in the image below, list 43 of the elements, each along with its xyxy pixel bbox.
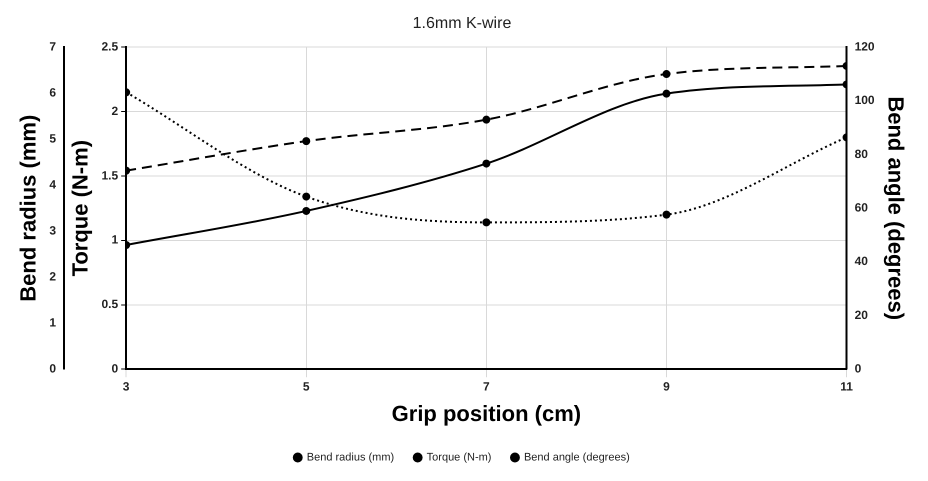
y3-axis-title: Bend radius (mm) <box>15 114 40 302</box>
y2-tick-label: 40 <box>854 254 868 268</box>
x-tick-label: 9 <box>663 380 670 394</box>
y-tick-label: 1 <box>111 232 118 247</box>
point <box>662 70 670 78</box>
y2-axis-title: Bend angle (degrees) <box>884 96 909 320</box>
y2-tick-label: 120 <box>854 40 875 54</box>
legend-label: Bend radius (mm) <box>306 452 394 464</box>
y2-tick-label: 60 <box>854 200 868 215</box>
y3-tick-label: 0 <box>49 362 56 376</box>
point <box>302 192 310 201</box>
point <box>482 116 490 124</box>
y-tick-label: 0.5 <box>101 297 118 312</box>
y3-tick-label: 1 <box>49 316 56 330</box>
y-tick-label: 2 <box>111 104 118 118</box>
y3-tick-label: 6 <box>49 86 56 100</box>
y2-tick-label: 0 <box>854 362 862 376</box>
point <box>482 160 490 168</box>
legend-label: Torque (N-m) <box>426 452 492 464</box>
point <box>662 90 670 98</box>
y3-tick-label: 5 <box>49 132 56 146</box>
y3-tick-label: 3 <box>49 224 56 238</box>
y-tick-label: 0 <box>111 362 118 376</box>
x-axis-title: Grip position (cm) <box>392 400 582 426</box>
y-axis-title: Torque (N-m) <box>67 140 92 276</box>
y3-tick-label: 7 <box>49 40 56 54</box>
point <box>302 137 310 146</box>
point <box>662 210 670 219</box>
y2-tick-label: 20 <box>854 308 868 322</box>
y-tick-label: 2.5 <box>101 40 118 54</box>
y2-tick-label: 80 <box>854 146 868 161</box>
x-tick-label: 5 <box>302 380 310 394</box>
x-tick-label: 7 <box>483 380 490 394</box>
y3-tick-label: 4 <box>49 178 56 192</box>
x-tick-label: 11 <box>840 380 854 394</box>
y2-tick-label: 100 <box>854 93 875 108</box>
legend-label: Bend angle (degrees) <box>524 452 630 464</box>
chart-title: 1.6mm K-wire <box>412 15 512 32</box>
x-tick-label: 3 <box>122 380 130 394</box>
y3-tick-label: 2 <box>49 270 56 284</box>
y-tick-label: 1.5 <box>101 168 118 182</box>
point <box>302 206 310 215</box>
point <box>482 218 490 226</box>
